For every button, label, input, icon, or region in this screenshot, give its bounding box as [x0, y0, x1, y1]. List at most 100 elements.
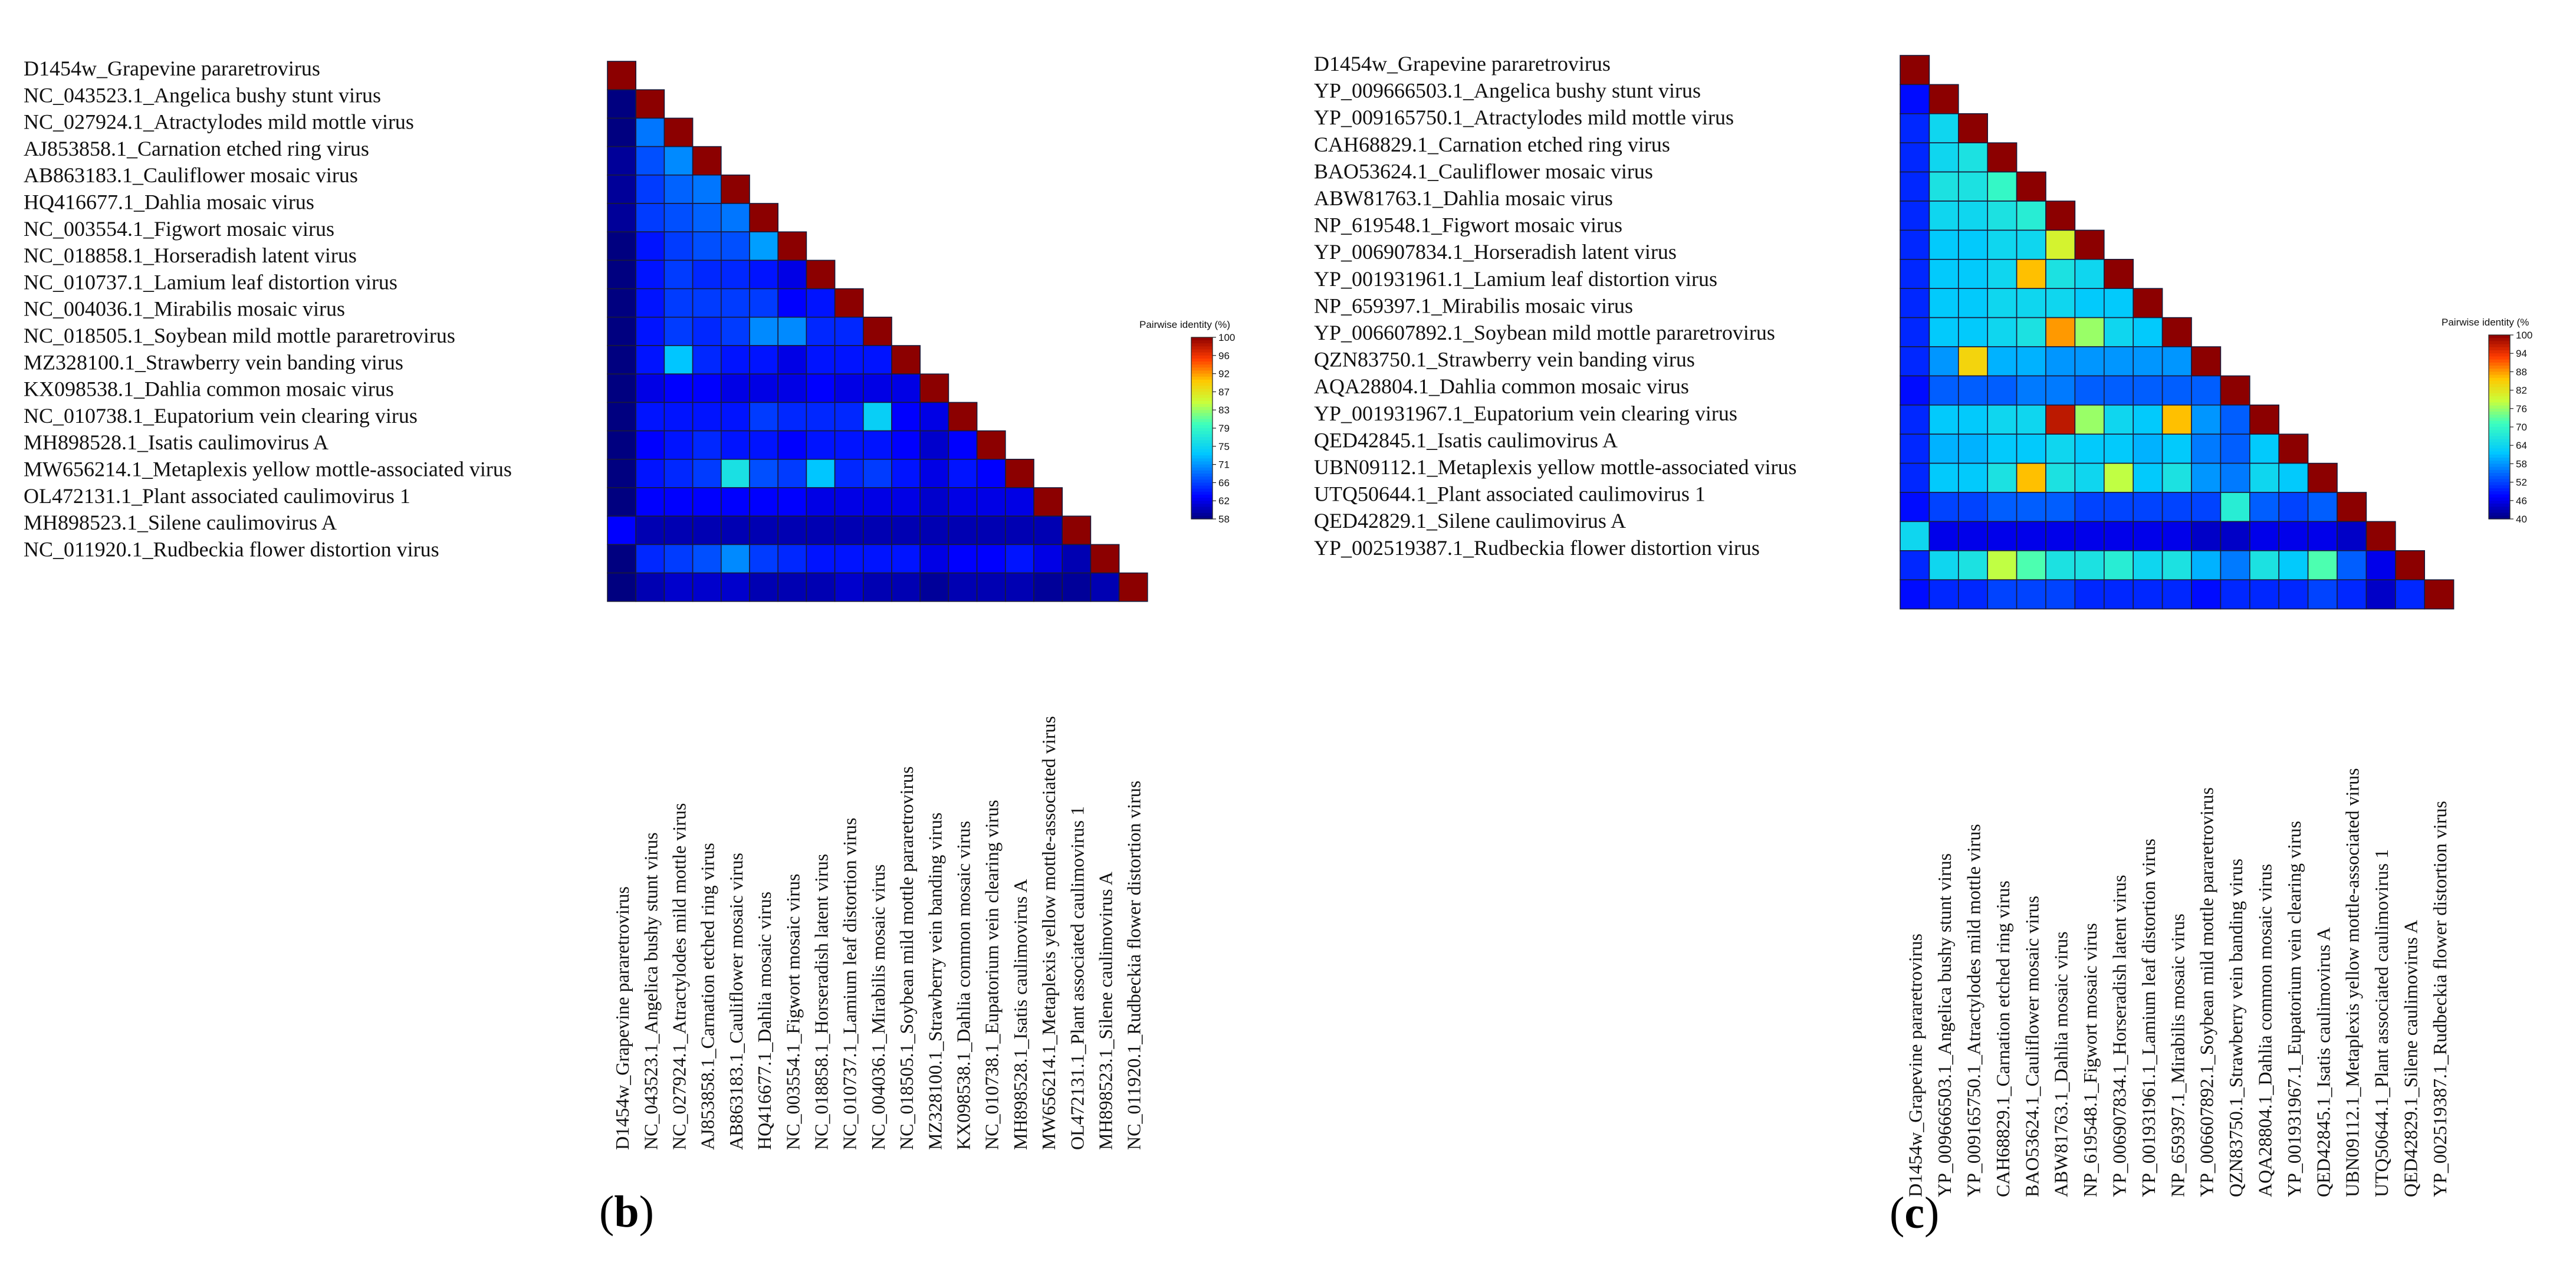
heatmap-cell	[635, 487, 665, 517]
legend-gradient-step	[1191, 443, 1213, 447]
heatmap-cell	[663, 174, 694, 204]
row-label: QED42829.1_Silene caulimovirus A	[1314, 509, 1626, 533]
column-label: NP_659397.1_Mirabilis mosaic virus	[2167, 913, 2188, 1197]
column-label: YP_001931967.1_Eupatorium vein clearing …	[2283, 821, 2305, 1197]
heatmap-cell	[692, 402, 722, 432]
heatmap-cell	[2104, 258, 2134, 289]
legend-gradient-step	[2489, 384, 2510, 387]
heatmap-cell	[806, 288, 836, 318]
row-label: UBN09112.1_Metaplexis yellow mottle-asso…	[1314, 455, 1797, 479]
heatmap-cell	[777, 402, 807, 432]
heatmap-cell	[2161, 375, 2192, 406]
legend-gradient-step	[1191, 403, 1213, 407]
column-label: ABW81763.1_Dahlia mosaic virus	[2051, 931, 2072, 1197]
column-label: YP_001931961.1_Lamium leaf distortion vi…	[2138, 839, 2159, 1197]
column-label: YP_009666503.1_Angelica bushy stunt viru…	[1934, 853, 1955, 1197]
legend-gradient-step	[2489, 445, 2510, 449]
heatmap-cell	[2249, 550, 2280, 580]
legend-title: Pairwise identity (%)	[1139, 319, 1230, 330]
heatmap-cell	[2016, 579, 2046, 610]
heatmap-cell	[721, 544, 750, 574]
legend-tick-label: 79	[1218, 423, 1230, 434]
heatmap-cell	[607, 402, 637, 432]
column-label: D1454w_Grapevine pararetrovirus	[612, 886, 633, 1150]
legend-tick-label: 40	[2516, 514, 2527, 525]
heatmap-cell	[919, 544, 949, 574]
row-label: NC_010737.1_Lamium leaf distortion virus	[24, 270, 397, 294]
heatmap-cell	[1928, 433, 1959, 464]
heatmap-cell	[721, 572, 750, 602]
heatmap-cells	[1900, 55, 2455, 610]
row-label: NC_003554.1_Figwort mosaic virus	[24, 217, 334, 241]
heatmap-cell	[749, 430, 779, 460]
legend-gradient-step	[2489, 515, 2510, 520]
heatmap-cell	[2016, 462, 2046, 493]
column-label: KX098538.1_Dahlia common mosaic virus	[953, 821, 974, 1150]
heatmap-cell	[976, 572, 1006, 602]
heatmap-cell	[1928, 346, 1959, 377]
heatmap-cell	[635, 572, 665, 602]
heatmap-cell	[721, 487, 750, 517]
legend-gradient-step	[1191, 355, 1213, 359]
heatmap-cell	[663, 146, 694, 176]
heatmap-cell	[635, 146, 665, 176]
heatmap-cell	[607, 146, 637, 176]
heatmap-cell	[1987, 462, 2018, 493]
legend-gradient-step	[1191, 488, 1213, 492]
heatmap-cell	[834, 487, 864, 517]
legend-gradient-step	[2489, 488, 2510, 492]
heatmap-cell	[919, 402, 949, 432]
row-label: YP_002519387.1_Rudbeckia flower distorti…	[1314, 536, 1760, 560]
legend-tick-label: 88	[2516, 366, 2527, 377]
heatmap-cell	[2074, 317, 2105, 347]
heatmap-cell	[1005, 487, 1034, 517]
heatmap-cell	[663, 373, 694, 403]
heatmap-cell	[806, 259, 836, 290]
heatmap-cell	[1900, 579, 1930, 610]
heatmap-cells	[607, 61, 1148, 602]
legend-gradient-step	[1191, 395, 1213, 399]
legend-gradient-step	[1191, 455, 1213, 459]
heatmap-cell	[1928, 113, 1959, 144]
legend-gradient-step	[1191, 507, 1213, 511]
row-label: BAO53624.1_Cauliflower mosaic virus	[1314, 159, 1653, 183]
row-label: MW656214.1_Metaplexis yellow mottle-asso…	[24, 458, 512, 481]
legend-gradient-step	[2489, 510, 2510, 514]
heatmap-cell	[2161, 462, 2192, 493]
heatmap-cell	[777, 458, 807, 488]
heatmap-cell	[607, 89, 637, 119]
heatmap-cell	[2133, 346, 2163, 377]
heatmap-cell	[1900, 404, 1930, 435]
heatmap-cell	[663, 458, 694, 488]
heatmap-cell	[663, 487, 694, 517]
heatmap-cell	[2307, 579, 2338, 610]
heatmap-cell	[1033, 544, 1063, 574]
heatmap-cell	[2307, 521, 2338, 551]
column-label: NC_027924.1_Atractylodes mild mottle vir…	[669, 803, 690, 1150]
heatmap-cell	[919, 572, 949, 602]
legend-gradient-step	[2489, 469, 2510, 474]
heatmap-cell	[1928, 288, 1959, 318]
heatmap-cell	[607, 572, 637, 602]
heatmap-cell	[635, 458, 665, 488]
heatmap-cell	[1900, 55, 1930, 86]
heatmap-cell	[1928, 375, 1959, 406]
column-label: BAO53624.1_Cauliflower mosaic virus	[2021, 896, 2042, 1197]
legend-gradient-step	[2489, 359, 2510, 363]
heatmap-cell	[2074, 346, 2105, 377]
row-label: ABW81763.1_Dahlia mosaic virus	[1314, 186, 1613, 210]
legend-gradient-step	[1191, 349, 1213, 353]
heatmap-cell	[2016, 201, 2046, 231]
heatmap-cell	[919, 373, 949, 403]
legend-gradient-step	[1191, 364, 1213, 368]
heatmap-cell	[635, 231, 665, 261]
column-label: NC_003554.1_Figwort mosaic virus	[782, 874, 803, 1150]
heatmap-cell	[1987, 258, 2018, 289]
legend-gradient-step	[1191, 425, 1213, 429]
heatmap-cell	[2074, 492, 2105, 522]
heatmap-cell	[1062, 572, 1092, 602]
legend-gradient-step	[2489, 408, 2510, 412]
heatmap-cell	[635, 515, 665, 545]
heatmap-cell	[749, 572, 779, 602]
heatmap-cell	[663, 231, 694, 261]
